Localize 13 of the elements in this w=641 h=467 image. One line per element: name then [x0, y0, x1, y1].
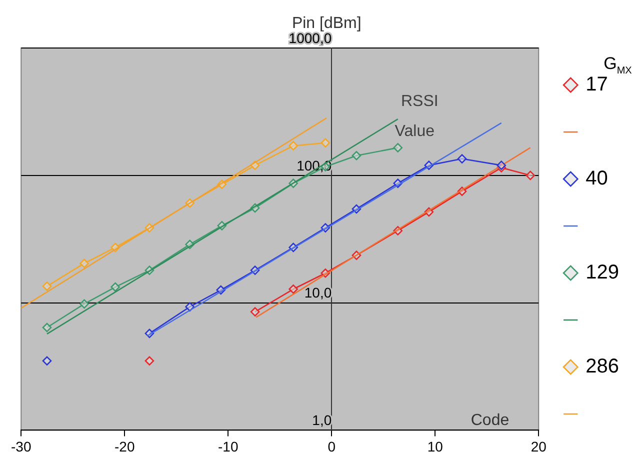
x-tick-label: 0 — [328, 438, 336, 454]
x-tick-label: -10 — [218, 438, 238, 454]
legend-label: 40 — [586, 168, 608, 190]
legend-label: 286 — [586, 356, 620, 378]
legend-label: 129 — [586, 262, 620, 284]
annotation: RSSI Value — [394, 93, 438, 140]
y-axis-title: Pin [dBm] — [292, 15, 362, 32]
x-tick-label: -30 — [11, 438, 32, 454]
legend-label: 17 — [586, 74, 608, 96]
x-axis-title: Code — [470, 412, 510, 430]
x-tick-label: -20 — [114, 438, 135, 454]
x-tick-label: 10 — [427, 438, 444, 454]
x-tick-label: 20 — [530, 438, 547, 454]
